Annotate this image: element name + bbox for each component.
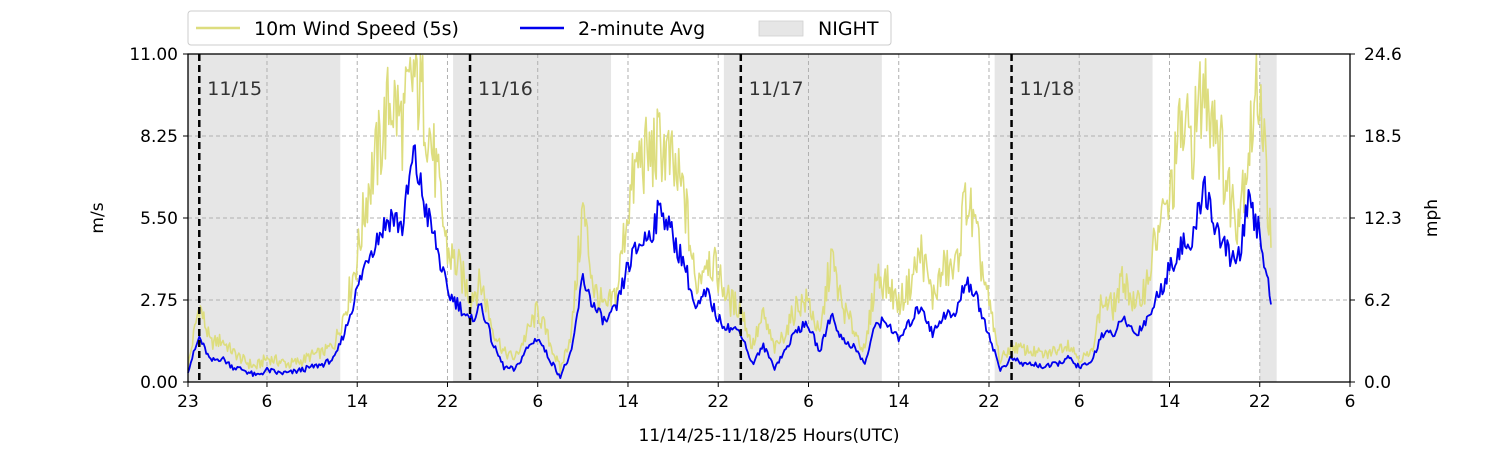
legend-swatch-night	[758, 20, 804, 37]
x-tick-label: 6	[532, 392, 543, 412]
y-tick-label-right: 12.3	[1364, 209, 1402, 229]
x-tick-label: 6	[803, 392, 814, 412]
x-tick-label: 6	[262, 392, 273, 412]
y-tick-label-right: 24.6	[1364, 45, 1402, 65]
series-line-raw-wind	[187, 53, 1272, 374]
y-axis-title-left: m/s	[88, 202, 108, 233]
x-axis-title: 11/14/25-11/18/25 Hours(UTC)	[638, 426, 899, 446]
y-tick-label-left: 0.00	[140, 373, 178, 393]
y-tick-label-left: 5.50	[140, 209, 178, 229]
legend-label-avg: 2-minute Avg	[578, 18, 705, 40]
x-tick-label: 14	[888, 392, 910, 412]
x-tick-label: 14	[617, 392, 639, 412]
y-tick-label-left: 2.75	[140, 291, 178, 311]
x-tick-label: 23	[177, 392, 199, 412]
legend: 10m Wind Speed (5s) 2-minute Avg NIGHT	[187, 10, 892, 46]
x-tick-label: 14	[346, 392, 368, 412]
y-axis-title-right: mph	[1422, 199, 1442, 237]
series-line-2min-avg	[187, 144, 1272, 380]
series-layer	[187, 53, 1272, 380]
x-tick-label: 22	[707, 392, 729, 412]
y-tick-label-right: 6.2	[1364, 291, 1391, 311]
day-marker-label-0: 11/15	[207, 78, 262, 100]
x-tick-label: 22	[437, 392, 459, 412]
x-tick-label: 6	[1345, 392, 1356, 412]
y-tick-label-left: 11.00	[129, 45, 178, 65]
x-tick-label: 14	[1159, 392, 1181, 412]
x-tick-label: 22	[1249, 392, 1271, 412]
x-tick-label: 6	[1074, 392, 1085, 412]
legend-label-raw: 10m Wind Speed (5s)	[254, 18, 459, 40]
day-marker-layer: 11/15 11/16 11/17 11/18	[198, 54, 1075, 382]
day-marker-label-3: 11/18	[1020, 78, 1075, 100]
y-tick-label-right: 18.5	[1364, 127, 1402, 147]
x-tick-label: 22	[978, 392, 1000, 412]
legend-label-night: NIGHT	[818, 18, 879, 40]
y-tick-label-left: 8.25	[140, 127, 178, 147]
day-marker-label-1: 11/16	[478, 78, 533, 100]
y-tick-label-right: 0.0	[1364, 373, 1391, 393]
axis-layer: 23 6 14 22 6 14 22 6 14 22 6 14 22 6 0.00 0.0 2.75 6.2 5.5…	[129, 45, 1402, 412]
day-marker-label-2: 11/17	[749, 78, 804, 100]
